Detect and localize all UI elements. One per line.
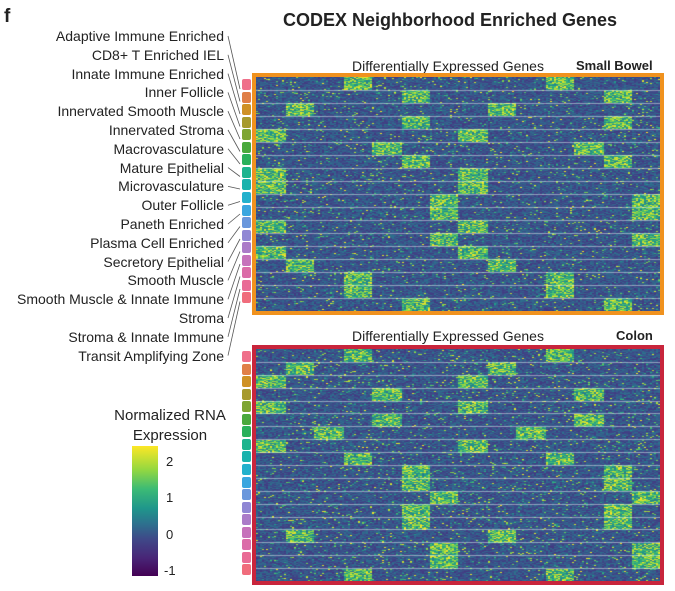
leader-line bbox=[227, 226, 241, 244]
row-group-chip bbox=[242, 351, 251, 363]
leader-line bbox=[227, 167, 241, 177]
small-bowel-tissue-label: Small Bowel bbox=[576, 58, 653, 73]
row-group-chip bbox=[242, 204, 251, 216]
leader-line bbox=[227, 288, 241, 337]
row-group-chip bbox=[242, 438, 251, 450]
small-bowel-heatmap bbox=[252, 73, 664, 315]
row-group-chip bbox=[242, 413, 251, 425]
colon-heatmap bbox=[252, 345, 664, 585]
row-group-chip bbox=[242, 217, 251, 229]
leader-line bbox=[227, 148, 241, 165]
row-group-chip bbox=[242, 292, 251, 304]
colorbar-tick-label: 0 bbox=[166, 527, 174, 542]
colorbar-title-line-2: Expression bbox=[132, 427, 208, 444]
row-group-chip bbox=[242, 166, 251, 178]
row-group-chip bbox=[242, 129, 251, 141]
row-group-chip bbox=[242, 363, 251, 375]
row-group-chip bbox=[242, 254, 251, 266]
row-group-chip bbox=[242, 526, 251, 538]
row-group-chip bbox=[242, 489, 251, 501]
panel-letter: f bbox=[4, 6, 11, 27]
row-group-chip bbox=[242, 451, 251, 463]
row-group-chip bbox=[242, 229, 251, 241]
row-group-chip bbox=[242, 116, 251, 128]
leader-line bbox=[227, 54, 241, 102]
leader-line bbox=[227, 251, 241, 281]
small-bowel-heatmap-cells bbox=[256, 77, 660, 311]
leader-line bbox=[227, 73, 241, 115]
row-group-chip bbox=[242, 154, 251, 166]
colorbar-tick-label: -1 bbox=[164, 563, 176, 578]
leader-line bbox=[227, 92, 241, 127]
row-group-chip bbox=[242, 426, 251, 438]
colon-heatmap-title: Differentially Expressed Genes bbox=[352, 328, 544, 344]
row-group-chip bbox=[242, 564, 251, 576]
row-group-chip bbox=[242, 279, 251, 291]
leader-line bbox=[227, 129, 241, 152]
row-group-chip bbox=[242, 91, 251, 103]
colorbar-tick-label: 1 bbox=[166, 490, 174, 505]
leader-line bbox=[227, 301, 241, 356]
leader-line bbox=[227, 213, 241, 225]
leader-line bbox=[227, 201, 241, 206]
row-group-chip bbox=[242, 401, 251, 413]
row-group-chip bbox=[242, 551, 251, 563]
row-group-chip bbox=[242, 104, 251, 116]
colorbar-gradient bbox=[132, 446, 158, 576]
row-group-chip bbox=[242, 464, 251, 476]
colon-tissue-label: Colon bbox=[616, 328, 653, 343]
colorbar-tick-label: 2 bbox=[166, 454, 174, 469]
row-group-chip bbox=[242, 179, 251, 191]
leader-line bbox=[227, 238, 241, 262]
row-group-chip bbox=[242, 501, 251, 513]
leader-line bbox=[227, 263, 241, 300]
row-group-chip bbox=[242, 192, 251, 204]
leader-line bbox=[227, 186, 241, 190]
row-group-chip bbox=[242, 514, 251, 526]
small-bowel-heatmap-title: Differentially Expressed Genes bbox=[352, 58, 544, 74]
row-group-chip bbox=[242, 141, 251, 153]
row-group-chip bbox=[242, 539, 251, 551]
row-group-chip bbox=[242, 376, 251, 388]
chart-title: CODEX Neighborhood Enriched Genes bbox=[283, 10, 618, 30]
leader-line bbox=[227, 276, 241, 319]
row-group-chip bbox=[242, 79, 251, 91]
row-group-chip bbox=[242, 388, 251, 400]
colorbar-title: Normalized RNA Expression bbox=[100, 406, 240, 446]
colorbar-title-line-1: Normalized RNA bbox=[114, 407, 226, 424]
leader-line bbox=[227, 111, 241, 140]
row-group-chip bbox=[242, 476, 251, 488]
row-group-chip bbox=[242, 267, 251, 279]
leader-line bbox=[227, 35, 241, 90]
colon-heatmap-cells bbox=[256, 349, 660, 581]
row-group-chip bbox=[242, 242, 251, 254]
